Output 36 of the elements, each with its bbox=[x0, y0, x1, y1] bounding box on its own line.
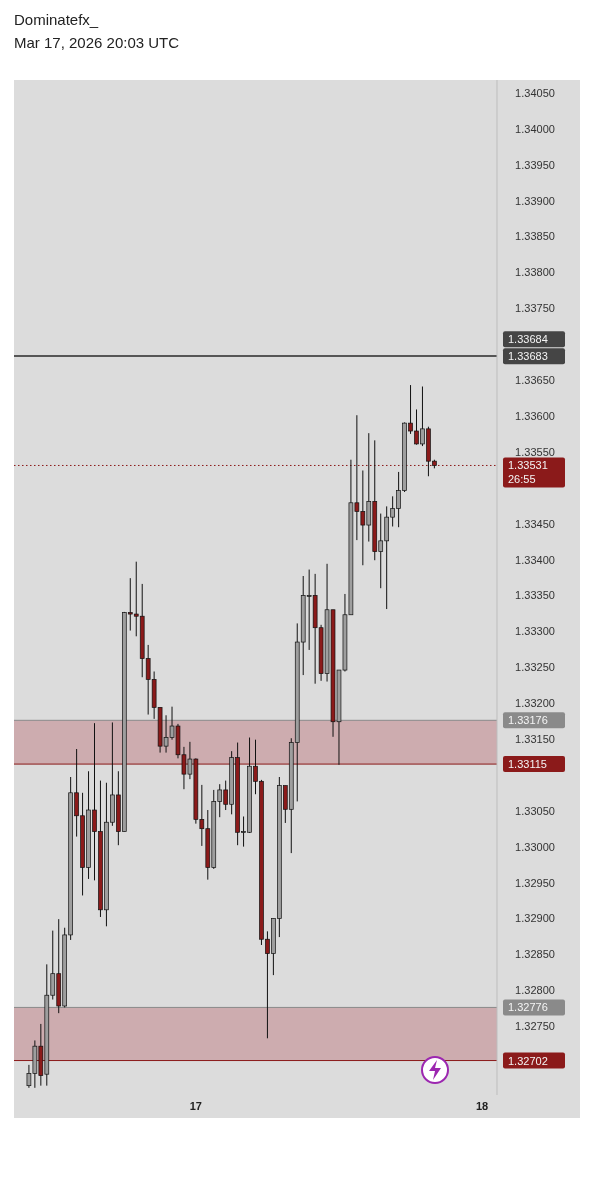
ref-line-label: 1.33115 bbox=[508, 758, 547, 771]
y-tick-label: 1.33450 bbox=[515, 517, 555, 530]
y-tick-label: 1.33850 bbox=[515, 230, 555, 243]
y-tick-label: 1.33750 bbox=[515, 302, 555, 315]
chart-subtitle: Mar 17, 2026 20:03 UTC bbox=[14, 34, 180, 51]
chart-title: Dominatefx_ bbox=[14, 11, 99, 28]
y-tick-label: 1.32750 bbox=[515, 1020, 555, 1033]
ref-line-label: 1.32776 bbox=[508, 1001, 548, 1014]
y-tick-label: 1.33150 bbox=[515, 732, 555, 745]
y-tick-label: 1.33300 bbox=[515, 625, 555, 638]
y-tick-label: 1.32800 bbox=[515, 984, 555, 997]
y-tick-label: 1.33250 bbox=[515, 661, 555, 674]
y-tick-label: 1.34050 bbox=[515, 86, 555, 99]
y-tick-label: 1.32950 bbox=[515, 876, 555, 889]
ref-line-label: 1.32702 bbox=[508, 1054, 548, 1067]
ref-line-label: 1.33683 bbox=[508, 350, 548, 363]
y-tick-label: 1.33950 bbox=[515, 158, 555, 171]
y-tick-label: 1.33600 bbox=[515, 409, 555, 422]
ref-line-label: 1.33176 bbox=[508, 714, 548, 727]
y-tick-label: 1.34000 bbox=[515, 122, 555, 135]
x-tick-label: 17 bbox=[189, 1100, 202, 1112]
ref-line-label: 1.33531 bbox=[508, 459, 548, 472]
y-tick-label: 1.33800 bbox=[515, 266, 555, 279]
y-tick-label: 1.33650 bbox=[515, 374, 555, 387]
ref-line-label: 1.33684 bbox=[508, 333, 548, 346]
x-tick-label: 18 bbox=[475, 1100, 489, 1112]
text: 26:55 bbox=[508, 473, 536, 486]
y-tick-label: 1.33900 bbox=[515, 194, 555, 207]
y-tick-label: 1.33200 bbox=[515, 697, 555, 710]
y-tick-label: 1.33050 bbox=[515, 804, 555, 817]
y-tick-label: 1.33000 bbox=[515, 840, 555, 853]
y-tick-label: 1.33350 bbox=[515, 589, 555, 602]
y-tick-label: 1.32900 bbox=[515, 912, 555, 925]
y-tick-label: 1.33400 bbox=[515, 553, 555, 566]
y-tick-label: 1.32850 bbox=[515, 948, 555, 961]
y-tick-label: 1.33550 bbox=[515, 445, 555, 458]
